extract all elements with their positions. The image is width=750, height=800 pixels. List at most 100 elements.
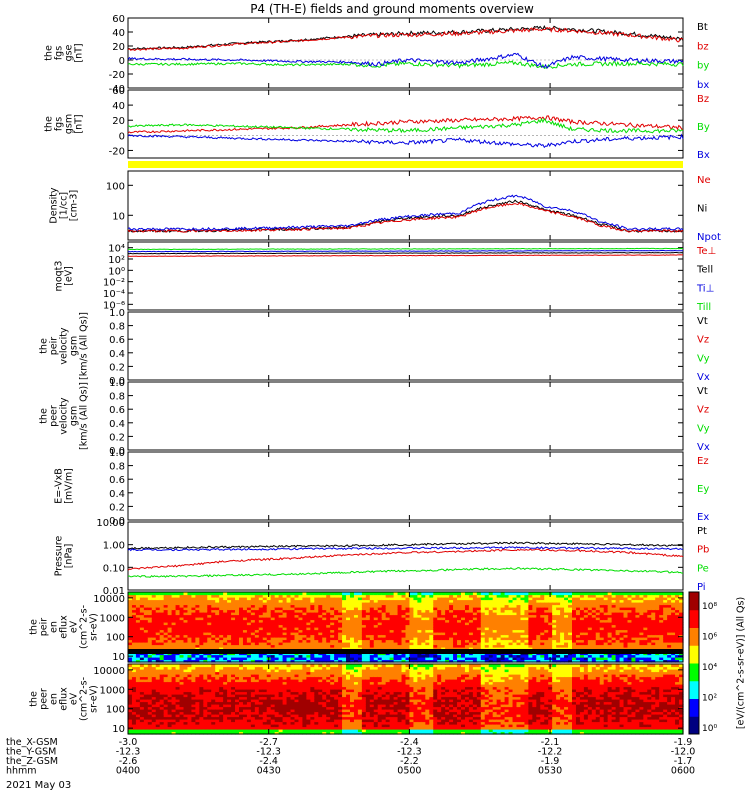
heatmap-cell xyxy=(231,709,236,713)
heatmap-cell xyxy=(155,614,161,618)
heatmap-cell xyxy=(520,604,526,608)
heatmap-cell xyxy=(330,612,335,616)
heatmap-cell xyxy=(187,671,193,675)
heatmap-cell xyxy=(215,599,220,603)
heatmap-cell xyxy=(472,654,478,658)
heatmap-cell xyxy=(270,639,276,643)
heatmap-cell xyxy=(179,724,185,728)
heatmap-cell xyxy=(409,594,415,598)
heatmap-cell xyxy=(183,729,189,733)
heatmap-cell xyxy=(532,612,537,616)
heatmap-cell xyxy=(286,624,292,628)
heatmap-cell xyxy=(393,642,399,646)
heatmap-cell xyxy=(191,629,196,633)
heatmap-cell xyxy=(151,731,157,735)
y-tick-label: 0.2 xyxy=(109,502,125,513)
heatmap-cell xyxy=(568,602,573,606)
heatmap-cell xyxy=(219,704,224,708)
heatmap-cell xyxy=(203,711,208,715)
heatmap-cell xyxy=(151,664,157,668)
heatmap-cell xyxy=(239,644,244,648)
heatmap-cell xyxy=(298,617,304,621)
heatmap-cell xyxy=(258,657,264,661)
heatmap-cell xyxy=(619,602,625,606)
heatmap-cell xyxy=(239,622,244,626)
heatmap-cell xyxy=(572,597,577,601)
heatmap-cell xyxy=(171,612,177,616)
heatmap-cell xyxy=(302,617,307,621)
heatmap-cell xyxy=(147,599,153,603)
heatmap-cell xyxy=(552,604,557,608)
heatmap-cell xyxy=(385,612,391,616)
heatmap-cell xyxy=(147,619,153,623)
heatmap-cell xyxy=(357,617,363,621)
heatmap-cell xyxy=(163,664,169,668)
heatmap-cell xyxy=(195,659,200,663)
heatmap-cell xyxy=(361,619,367,623)
heatmap-cell xyxy=(151,721,157,725)
heatmap-cell xyxy=(211,644,216,648)
heatmap-cell xyxy=(373,592,379,596)
heatmap-cell xyxy=(353,629,359,633)
heatmap-cell xyxy=(187,726,193,730)
heatmap-cell xyxy=(643,659,648,663)
heatmap-cell xyxy=(128,674,133,678)
heatmap-cell xyxy=(227,614,232,618)
heatmap-cell xyxy=(278,604,284,608)
heatmap-cell xyxy=(595,622,601,626)
heatmap-cell xyxy=(278,594,284,598)
heatmap-cell xyxy=(496,592,502,596)
heatmap-cell xyxy=(437,642,442,646)
heatmap-cell xyxy=(579,637,585,641)
heatmap-cell xyxy=(262,594,268,598)
heatmap-cell xyxy=(258,629,264,633)
heatmap-cell xyxy=(326,607,331,611)
heatmap-cell xyxy=(595,602,601,606)
heatmap-cell xyxy=(353,592,359,596)
heatmap-cell xyxy=(472,657,478,661)
legend-Bt: Bt xyxy=(697,22,708,33)
heatmap-cell xyxy=(500,634,506,638)
y-axis-label: E=-VxB xyxy=(54,468,65,503)
heatmap-cell xyxy=(199,629,204,633)
heatmap-cell xyxy=(528,609,533,613)
heatmap-cell xyxy=(552,654,557,658)
heatmap-cell xyxy=(135,639,141,643)
heatmap-cell xyxy=(373,609,379,613)
heatmap-cell xyxy=(437,624,442,628)
heatmap-cell xyxy=(425,617,430,621)
heatmap-cell xyxy=(587,594,593,598)
heatmap-cell xyxy=(219,594,224,598)
y-tick-label: 1000 xyxy=(100,613,125,624)
heatmap-cell xyxy=(365,617,371,621)
heatmap-cell xyxy=(215,632,220,636)
heatmap-cell xyxy=(163,696,169,700)
heatmap-cell xyxy=(155,599,161,603)
heatmap-cell xyxy=(401,592,407,596)
heatmap-cell xyxy=(191,704,196,708)
heatmap-cell xyxy=(611,594,617,598)
heatmap-cell xyxy=(508,627,514,631)
heatmap-cell xyxy=(464,637,470,641)
y-tick-label: 0.6 xyxy=(109,475,125,486)
heatmap-cell xyxy=(615,614,621,618)
heatmap-cell xyxy=(421,624,426,628)
heatmap-cell xyxy=(437,622,442,626)
heatmap-cell xyxy=(508,657,514,661)
heatmap-cell xyxy=(151,622,157,626)
heatmap-cell xyxy=(254,604,260,608)
heatmap-cell xyxy=(675,657,680,661)
heatmap-cell xyxy=(603,609,609,613)
heatmap-cell xyxy=(223,624,228,628)
heatmap-cell xyxy=(369,642,375,646)
heatmap-cell xyxy=(187,629,193,633)
heatmap-cell xyxy=(242,711,248,715)
heatmap-cell xyxy=(611,612,617,616)
heatmap-cell xyxy=(476,637,482,641)
heatmap-cell xyxy=(131,696,137,700)
heatmap-cell xyxy=(183,627,189,631)
heatmap-cell xyxy=(472,619,478,623)
heatmap-cell xyxy=(381,627,387,631)
heatmap-cell xyxy=(282,642,288,646)
heatmap-cell xyxy=(528,627,533,631)
